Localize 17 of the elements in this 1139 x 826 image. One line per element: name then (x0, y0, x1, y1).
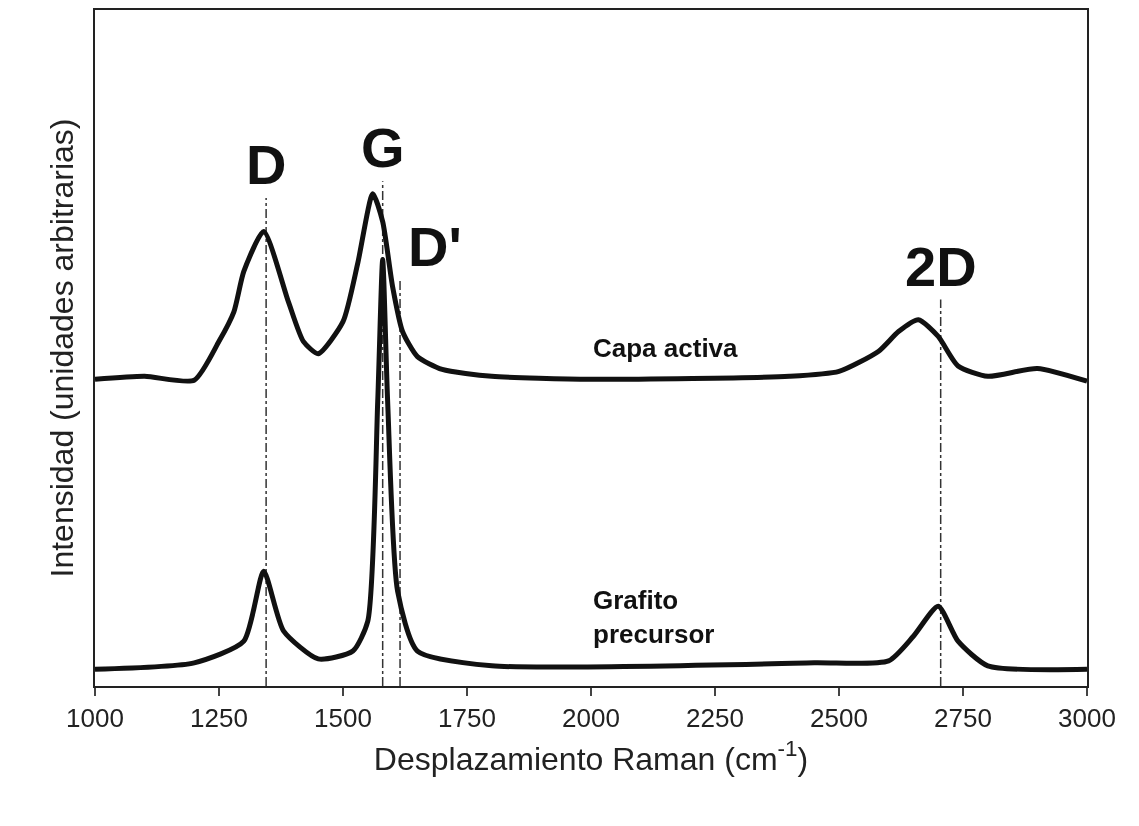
ref-line-label: D' (408, 215, 462, 278)
x-tick-label: 1250 (190, 703, 248, 734)
x-tick-label: 2750 (934, 703, 992, 734)
series-label: Grafito precursor (593, 585, 715, 649)
ref-line-label: D (246, 133, 287, 196)
y-axis-title: Intensidad (unidades arbitrarias) (43, 118, 80, 578)
series-label: Capa activa (593, 333, 739, 363)
x-tick-label: 2500 (810, 703, 868, 734)
x-tick-label: 3000 (1058, 703, 1116, 734)
x-tick-label: 1750 (438, 703, 496, 734)
x-tick-label: 1000 (66, 703, 124, 734)
x-tick-label: 1500 (314, 703, 372, 734)
ref-line-label: G (361, 116, 405, 179)
x-tick-label: 2000 (562, 703, 620, 734)
x-axis-title: Desplazamiento Raman (cm$^{-1}$) (373, 736, 809, 777)
ref-line-label: 2D (905, 235, 977, 298)
x-tick-label: 2250 (686, 703, 744, 734)
